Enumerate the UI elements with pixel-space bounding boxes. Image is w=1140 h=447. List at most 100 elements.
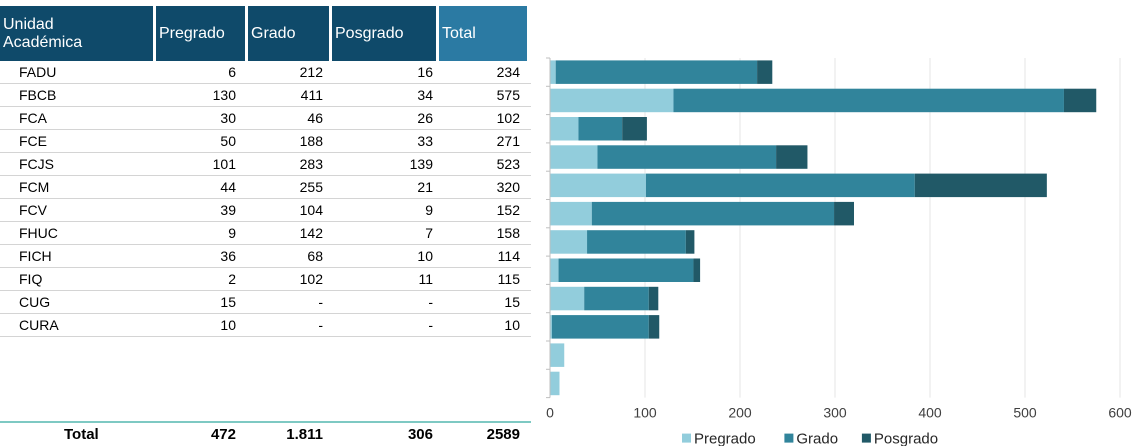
bar-posgrado-fadu (757, 60, 773, 84)
header-posgrado: Posgrado (332, 6, 436, 61)
bar-posgrado-fiq (648, 315, 660, 339)
header-pregrado: Pregrado (156, 6, 245, 61)
x-tick-label: 200 (728, 405, 752, 421)
cell-posgrado: 9 (425, 202, 433, 218)
table-row: FADU 6 212 16 234 (0, 61, 531, 84)
cell-unidad: FHUC (19, 225, 58, 241)
cell-unidad: CURA (19, 317, 59, 333)
cell-total: 320 (496, 179, 520, 195)
cell-total: 15 (504, 294, 520, 310)
table-row: FCJS 101 283 139 523 (0, 153, 531, 176)
cell-grado: 68 (307, 248, 323, 264)
x-tick-label: 100 (633, 405, 657, 421)
cell-pregrado: 10 (220, 317, 236, 333)
cell-total: 102 (496, 110, 520, 126)
legend-label-posgrado: Posgrado (874, 431, 938, 446)
bar-pregrado-fca (550, 117, 579, 141)
bar-pregrado-fiq (550, 315, 552, 339)
cell-unidad: CUG (19, 294, 51, 310)
cell-grado: - (318, 317, 323, 333)
bar-grado-fich (584, 286, 649, 311)
bar-grado-fcjs (645, 173, 915, 198)
total-posgrado: 306 (407, 426, 433, 443)
table-row: CUG 15 - - 15 (0, 291, 531, 314)
cell-posgrado: 11 (418, 271, 433, 287)
table-row: FICH 36 68 10 114 (0, 245, 531, 268)
bar-grado-fiq (551, 315, 649, 339)
x-tick-label: 600 (1108, 405, 1132, 421)
legend-label-pregrado: Pregrado (694, 431, 756, 446)
table-row: FCV 39 104 9 152 (0, 199, 531, 222)
bar-pregrado-fadu (550, 60, 556, 84)
cell-pregrado: 39 (220, 202, 236, 218)
legend-swatch-grado (784, 433, 794, 443)
bar-grado-fbcb (673, 88, 1064, 113)
bar-grado-fce (597, 145, 777, 169)
cell-total: 152 (496, 202, 520, 218)
cell-pregrado: 15 (220, 294, 236, 310)
cell-unidad: FCA (19, 110, 47, 126)
cell-total: 271 (496, 133, 520, 149)
bar-pregrado-fhuc (550, 258, 559, 282)
bar-posgrado-fcm (834, 201, 854, 226)
cell-posgrado: 7 (425, 225, 433, 241)
cell-pregrado: 101 (212, 156, 236, 172)
cell-grado: 283 (299, 156, 323, 172)
cell-unidad: FCM (19, 179, 50, 195)
bar-grado-fca (578, 117, 623, 141)
table-row: FCE 50 188 33 271 (0, 130, 531, 153)
cell-grado: 411 (300, 87, 323, 103)
total-total: 2589 (486, 426, 520, 443)
cell-total: 234 (496, 64, 520, 80)
stacked-bar-chart: 0 100 200 300 400 500 600 Pregrado Grado Posgrado (546, 57, 1132, 446)
bar-grado-fadu (555, 60, 758, 84)
cell-pregrado: 9 (228, 225, 236, 241)
bar-posgrado-fcv (685, 230, 695, 254)
cell-grado: 102 (299, 271, 323, 287)
bar-posgrado-fcjs (914, 173, 1047, 198)
cell-pregrado: 36 (220, 248, 236, 264)
cell-unidad: FCV (19, 202, 47, 218)
cell-unidad: FCJS (19, 156, 54, 172)
bar-posgrado-fbcb (1063, 88, 1097, 113)
cell-grado: 104 (299, 202, 323, 218)
legend-swatch-pregrado (682, 433, 691, 443)
cell-posgrado: 16 (417, 64, 433, 80)
bar-posgrado-fhuc (693, 258, 701, 282)
bar-pregrado-fcv (550, 230, 588, 254)
total-grado: 1.811 (286, 426, 323, 443)
table-row: CURA 10 - - 10 (0, 314, 531, 337)
cell-posgrado: 34 (417, 87, 433, 103)
cell-posgrado: 10 (417, 248, 433, 264)
cell-unidad: FBCB (19, 87, 57, 103)
cell-grado: 46 (307, 110, 323, 126)
cell-unidad: FCE (19, 133, 47, 149)
cell-grado: 188 (299, 133, 323, 149)
cell-posgrado: - (428, 317, 433, 333)
total-row: Total 472 1.811 306 2589 (0, 421, 531, 445)
header-unidad: Unidad Académica (0, 6, 153, 61)
bar-pregrado-fce (550, 145, 598, 169)
cell-pregrado: 30 (220, 110, 236, 126)
bar-posgrado-fce (776, 145, 808, 169)
x-tick-label: 300 (823, 405, 847, 421)
x-tick-label: 400 (918, 405, 942, 421)
bar-pregrado-cug (550, 343, 565, 367)
cell-unidad: FIQ (19, 271, 43, 287)
cell-posgrado: 139 (409, 156, 433, 172)
cell-posgrado: 33 (417, 133, 433, 149)
bar-grado-fcv (587, 230, 686, 254)
cell-total: 114 (497, 248, 520, 264)
table-row: FHUC 9 142 7 158 (0, 222, 531, 245)
cell-grado: - (318, 294, 323, 310)
table-row: FBCB 130 411 34 575 (0, 84, 531, 107)
legend-swatch-posgrado (861, 433, 871, 443)
cell-unidad: FICH (19, 248, 52, 264)
cell-posgrado: - (428, 294, 433, 310)
bar-pregrado-fbcb (550, 88, 674, 113)
bar-pregrado-fcjs (550, 173, 646, 198)
bar-pregrado-cura (550, 371, 560, 396)
cell-total: 158 (496, 225, 520, 241)
cell-total: 10 (504, 317, 520, 333)
bar-posgrado-fich (648, 286, 659, 311)
